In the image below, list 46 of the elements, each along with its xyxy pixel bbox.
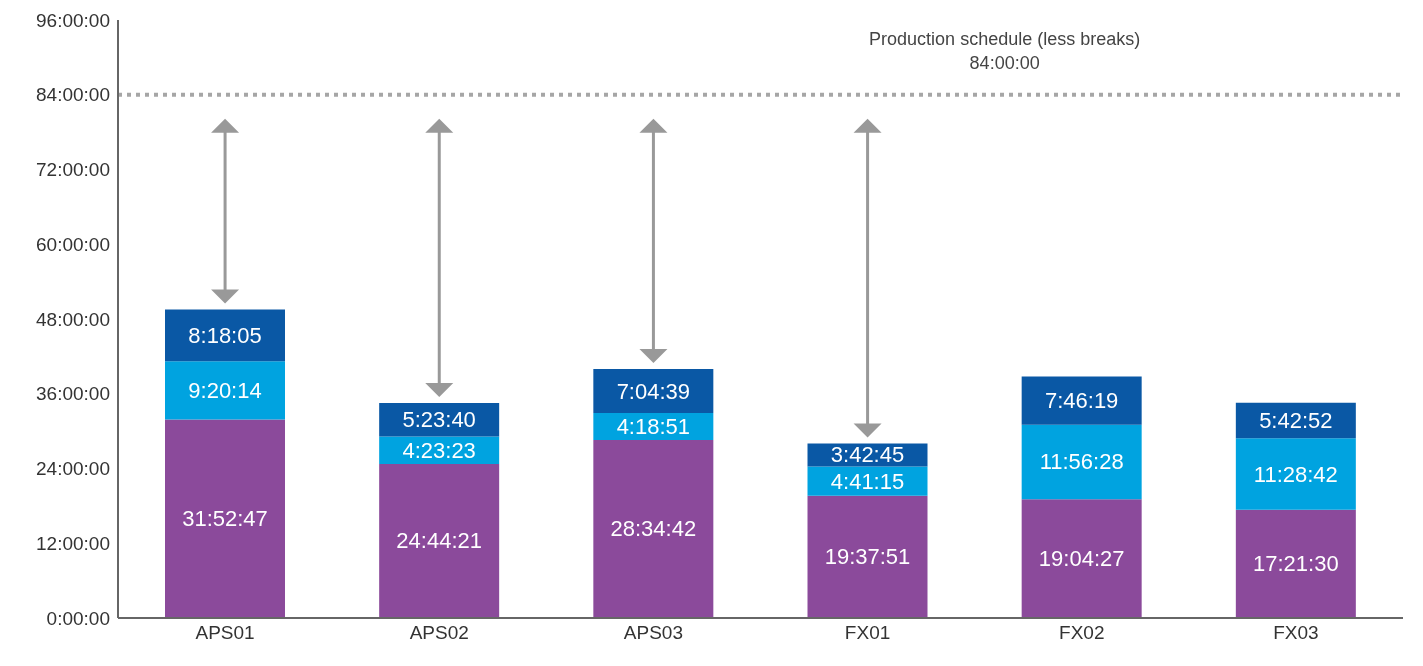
data-label: 24:44:21 — [396, 528, 482, 554]
data-label: 7:04:39 — [616, 378, 691, 404]
x-tick-label: APS02 — [409, 622, 469, 644]
data-label: 11:28:42 — [1253, 461, 1338, 487]
bar — [1021, 376, 1142, 425]
data-label: 8:18:05 — [188, 322, 262, 348]
x-tick-label: APS03 — [623, 622, 683, 644]
x-tick-label: APS01 — [195, 622, 255, 644]
y-tick-label: 60:00:00 — [36, 233, 110, 255]
bar — [807, 495, 928, 618]
bar — [1021, 499, 1142, 618]
data-label: 11:56:28 — [1039, 449, 1124, 475]
bar — [1235, 509, 1356, 618]
data-label: 31:52:47 — [182, 506, 268, 532]
ref-line-label: Production schedule (less breaks) 84:00:00 — [869, 28, 1141, 73]
data-label: 4:23:23 — [402, 437, 476, 463]
y-tick-label: 48:00:00 — [36, 308, 110, 330]
y-tick-label: 96:00:00 — [36, 9, 110, 31]
y-tick-label: 24:00:00 — [36, 458, 110, 480]
data-label: 9:20:14 — [188, 377, 262, 403]
data-label: 4:41:15 — [830, 468, 905, 494]
data-label: 4:18:51 — [616, 414, 691, 440]
y-tick-label: 36:00:00 — [36, 383, 110, 405]
data-label: 28:34:42 — [610, 516, 697, 542]
bar — [165, 309, 285, 362]
y-tick-label: 72:00:00 — [36, 159, 110, 181]
x-tick-label: FX03 — [1273, 622, 1319, 644]
bar — [1021, 424, 1142, 500]
bar — [165, 361, 285, 420]
data-label: 5:23:40 — [402, 407, 476, 433]
y-tick-label: 84:00:00 — [36, 84, 110, 106]
bar — [379, 463, 500, 618]
bar — [593, 369, 714, 414]
data-label: 5:42:52 — [1259, 408, 1333, 434]
data-label: 3:42:45 — [830, 442, 905, 468]
bar — [1235, 438, 1356, 510]
bar — [165, 419, 285, 618]
bar — [593, 439, 714, 618]
data-label: 7:46:19 — [1044, 388, 1119, 414]
data-label: 19:37:51 — [824, 544, 911, 570]
data-label: 17:21:30 — [1253, 551, 1339, 577]
y-tick-label: 0:00:00 — [46, 607, 110, 629]
data-label: 19:04:27 — [1038, 546, 1125, 572]
x-tick-label: FX01 — [844, 622, 891, 644]
y-tick-label: 12:00:00 — [36, 532, 110, 554]
x-tick-label: FX02 — [1059, 622, 1105, 644]
